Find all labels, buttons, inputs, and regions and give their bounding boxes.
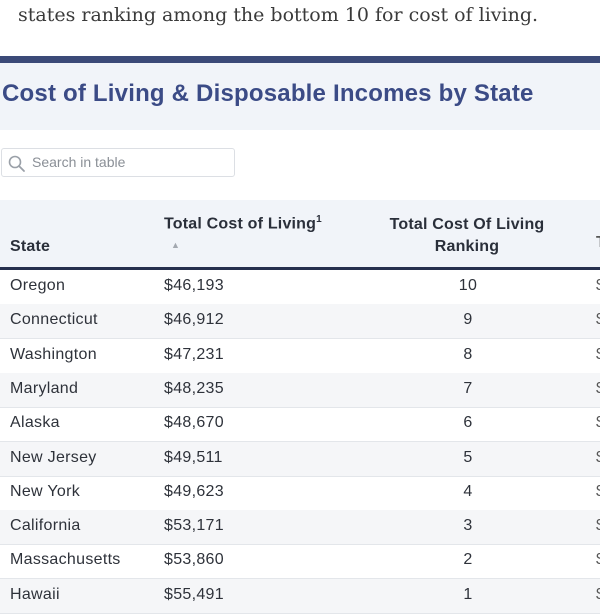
cell-next-partial: $ [596,517,600,535]
cell-ranking: 6 [463,414,473,432]
cell-state: Washington [10,345,97,363]
cell-ranking: 10 [458,277,478,294]
cell-total-cost: $47,231 [164,345,224,363]
cell-state: Massachusetts [10,551,121,569]
sort-ascending-icon[interactable]: ▲ [171,240,180,250]
cell-total-cost: $48,235 [164,379,224,397]
cell-state: Oregon [10,277,66,294]
cell-total-cost: $49,623 [164,482,224,500]
table-title-band: Cost of Living & Disposable Incomes by S… [0,63,600,130]
cell-state: Connecticut [10,311,98,329]
article-text-line: states ranking among the bottom 10 for c… [18,4,539,26]
table-row: New York $49,623 4 $ [0,476,600,511]
footnote-marker: 1 [316,214,322,225]
cell-state: New York [10,482,80,500]
cell-next-partial: $ [596,414,600,432]
column-header-state[interactable]: State [10,238,51,255]
cell-ranking: 2 [463,551,473,569]
cell-ranking: 9 [463,311,473,329]
cell-next-partial: $ [596,380,600,398]
cell-total-cost: $46,912 [164,311,224,329]
cell-state: New Jersey [10,448,97,466]
cell-ranking: 4 [463,482,473,500]
cell-total-cost: $53,171 [164,517,224,535]
table-header: State Total Cost of Living1 Total Cost O… [0,200,600,270]
search-icon [8,155,25,172]
table-row: Washington $47,231 8 $ [0,339,600,374]
column-header-total-cost[interactable]: Total Cost of Living1 [164,214,322,233]
table-row: Hawaii $55,491 1 $ [0,578,600,614]
cell-next-partial: $ [596,483,600,501]
cell-state: California [10,517,81,535]
cell-total-cost: $49,511 [164,448,223,466]
table-row: New Jersey $49,511 5 $ [0,441,600,477]
cell-total-cost: $46,193 [164,277,224,294]
cell-ranking: 1 [463,585,473,603]
article-text: states ranking among the bottom 10 for c… [18,4,600,26]
cell-total-cost: $48,670 [164,414,224,432]
cell-total-cost: $55,491 [164,585,224,603]
table-row: Massachusetts $53,860 2 $ [0,544,600,580]
table-row: Alaska $48,670 6 $ [0,407,600,443]
cell-next-partial: $ [596,346,600,364]
column-header-total-cost-label: Total Cost of Living [164,215,317,233]
cell-next-partial: $ [596,551,600,569]
column-header-next-partial: T [596,234,600,252]
cell-next-partial: $ [596,449,600,467]
table-search-box[interactable] [1,148,235,177]
cell-next-partial: $ [596,586,600,604]
search-input[interactable] [32,152,228,172]
cell-state: Maryland [10,379,79,397]
cell-ranking: 7 [463,379,473,397]
cell-ranking: 8 [463,345,473,363]
table-row: California $53,171 3 $ [0,510,600,546]
column-header-ranking[interactable]: Total Cost Of Living Ranking [389,216,545,255]
cell-ranking: 3 [463,517,473,535]
table-top-border [0,56,600,63]
table-title: Cost of Living & Disposable Incomes by S… [2,80,534,107]
cell-next-partial: $ [596,311,600,329]
cell-state: Hawaii [10,585,60,603]
table-row: Connecticut $46,912 9 $ [0,304,600,340]
cell-state: Alaska [10,414,60,432]
table-row: Oregon $46,193 10 $ [0,270,600,305]
cell-total-cost: $53,860 [164,551,224,569]
table-row: Maryland $48,235 7 $ [0,372,600,408]
cell-ranking: 5 [463,448,473,466]
cell-next-partial: $ [596,277,600,295]
